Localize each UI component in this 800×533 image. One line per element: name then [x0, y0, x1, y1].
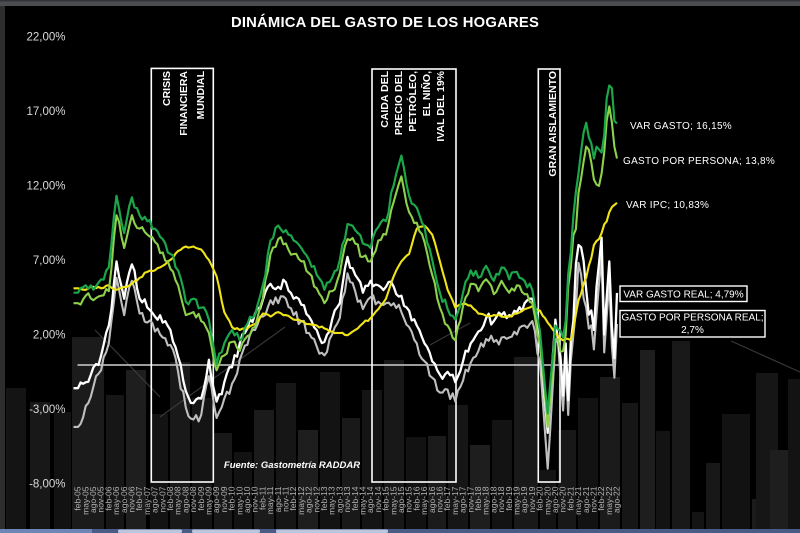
- svg-text:CAIDA DEL: CAIDA DEL: [379, 70, 391, 127]
- svg-text:VAR IPC; 10,83%: VAR IPC; 10,83%: [626, 200, 709, 211]
- svg-text:feb-05: feb-05: [73, 486, 83, 510]
- svg-text:may-14: may-14: [358, 486, 368, 515]
- svg-text:nov-12: nov-12: [311, 486, 321, 512]
- svg-text:feb-22: feb-22: [596, 486, 606, 510]
- svg-text:may-20: may-20: [542, 486, 552, 515]
- svg-text:ago-06: ago-06: [119, 486, 129, 513]
- svg-text:may-08: may-08: [173, 486, 183, 515]
- svg-text:ago-18: ago-18: [488, 486, 498, 513]
- svg-text:may-16: may-16: [419, 486, 429, 515]
- svg-text:ago-17: ago-17: [458, 486, 468, 513]
- svg-text:ago-22: ago-22: [612, 486, 622, 513]
- svg-text:7,00%: 7,00%: [33, 255, 66, 267]
- svg-text:ago-21: ago-21: [581, 486, 591, 513]
- svg-text:2,00%: 2,00%: [33, 330, 66, 342]
- svg-text:IVAL DEL 19%: IVAL DEL 19%: [435, 70, 447, 141]
- svg-text:ago-05: ago-05: [88, 486, 98, 513]
- svg-text:feb-19: feb-19: [504, 486, 514, 510]
- svg-text:feb-16: feb-16: [411, 486, 421, 510]
- svg-text:ago-11: ago-11: [273, 486, 283, 512]
- svg-text:nov-09: nov-09: [219, 486, 229, 512]
- svg-text:feb-10: feb-10: [227, 486, 237, 510]
- svg-text:feb-13: feb-13: [319, 486, 329, 510]
- svg-text:may-07: may-07: [142, 486, 152, 515]
- svg-text:may-15: may-15: [388, 486, 398, 515]
- svg-text:12,00%: 12,00%: [26, 180, 65, 192]
- svg-text:may-18: may-18: [481, 486, 491, 515]
- svg-text:PETRÓLEO,: PETRÓLEO,: [406, 71, 419, 132]
- svg-text:ago-13: ago-13: [334, 486, 344, 513]
- svg-text:feb-18: feb-18: [473, 486, 483, 510]
- svg-text:feb-09: feb-09: [196, 486, 206, 510]
- svg-text:VAR GASTO REAL; 4,79%: VAR GASTO REAL; 4,79%: [623, 290, 743, 301]
- svg-text:may-10: may-10: [234, 486, 244, 515]
- svg-text:2,7%: 2,7%: [681, 325, 704, 336]
- svg-text:GASTO POR PERSONA; 13,8%: GASTO POR PERSONA; 13,8%: [623, 156, 775, 167]
- svg-text:nov-18: nov-18: [496, 486, 506, 512]
- svg-text:nov-14: nov-14: [373, 486, 383, 512]
- svg-text:nov-15: nov-15: [404, 486, 414, 512]
- svg-text:may-11: may-11: [265, 486, 275, 514]
- svg-text:may-22: may-22: [604, 486, 614, 515]
- svg-text:ago-19: ago-19: [519, 486, 529, 513]
- svg-text:feb-07: feb-07: [134, 486, 144, 510]
- svg-text:nov-06: nov-06: [127, 486, 137, 512]
- svg-text:Fuente: Gastometría RADDAR: Fuente: Gastometría RADDAR: [224, 460, 360, 471]
- svg-text:may-17: may-17: [450, 486, 460, 515]
- svg-text:may-13: may-13: [327, 486, 337, 515]
- svg-text:ago-09: ago-09: [211, 486, 221, 513]
- svg-text:DINÁMICA DEL GASTO DE LOS HOGA: DINÁMICA DEL GASTO DE LOS HOGARES: [231, 14, 539, 31]
- svg-text:CRISIS: CRISIS: [161, 71, 173, 106]
- svg-text:nov-16: nov-16: [435, 486, 445, 512]
- svg-text:feb-14: feb-14: [350, 486, 360, 510]
- svg-text:ago-14: ago-14: [365, 486, 375, 513]
- svg-text:may-21: may-21: [573, 486, 583, 515]
- svg-text:ago-10: ago-10: [242, 486, 252, 513]
- svg-text:nov-10: nov-10: [250, 486, 260, 512]
- svg-text:nov-07: nov-07: [157, 486, 167, 512]
- svg-text:ago-20: ago-20: [550, 486, 560, 513]
- svg-text:GASTO POR PERSONA REAL;: GASTO POR PERSONA REAL;: [621, 313, 763, 324]
- svg-text:nov-11: nov-11: [281, 486, 291, 512]
- svg-text:may-05: may-05: [80, 486, 90, 515]
- svg-text:feb-20: feb-20: [535, 486, 545, 510]
- svg-text:ago-12: ago-12: [304, 486, 314, 513]
- svg-text:-8,00%: -8,00%: [29, 479, 65, 491]
- svg-text:22,00%: 22,00%: [26, 31, 65, 43]
- svg-text:nov-20: nov-20: [558, 486, 568, 512]
- svg-text:feb-06: feb-06: [103, 486, 113, 510]
- svg-text:feb-15: feb-15: [381, 486, 391, 510]
- svg-text:MUNDIAL: MUNDIAL: [195, 70, 207, 119]
- svg-text:feb-21: feb-21: [565, 486, 575, 510]
- svg-text:nov-08: nov-08: [188, 486, 198, 512]
- svg-text:nov-17: nov-17: [465, 486, 475, 512]
- svg-text:17,00%: 17,00%: [26, 106, 65, 118]
- svg-text:PRECIO DEL: PRECIO DEL: [393, 70, 405, 135]
- svg-text:EL NIÑO,: EL NIÑO,: [420, 71, 433, 116]
- svg-text:ago-08: ago-08: [180, 486, 190, 513]
- svg-text:nov-21: nov-21: [589, 486, 599, 512]
- svg-text:VAR GASTO; 16,15%: VAR GASTO; 16,15%: [630, 121, 732, 132]
- svg-text:may-19: may-19: [512, 486, 522, 515]
- svg-text:may-12: may-12: [296, 486, 306, 515]
- svg-text:ago-15: ago-15: [396, 486, 406, 513]
- svg-text:ago-16: ago-16: [427, 486, 437, 513]
- svg-text:nov-13: nov-13: [342, 486, 352, 512]
- svg-text:feb-11: feb-11: [257, 486, 267, 510]
- svg-text:nov-19: nov-19: [527, 486, 537, 512]
- svg-text:may-09: may-09: [204, 486, 214, 515]
- svg-text:FINANCIERA: FINANCIERA: [178, 71, 190, 136]
- svg-text:may-06: may-06: [111, 486, 121, 515]
- svg-text:GRAN AISLAMIENTO: GRAN AISLAMIENTO: [547, 71, 559, 177]
- svg-text:feb-17: feb-17: [442, 486, 452, 510]
- svg-text:-3,00%: -3,00%: [29, 404, 65, 416]
- svg-text:ago-07: ago-07: [150, 486, 160, 513]
- svg-text:feb-12: feb-12: [288, 486, 298, 510]
- svg-text:nov-05: nov-05: [96, 486, 106, 512]
- svg-text:feb-08: feb-08: [165, 486, 175, 510]
